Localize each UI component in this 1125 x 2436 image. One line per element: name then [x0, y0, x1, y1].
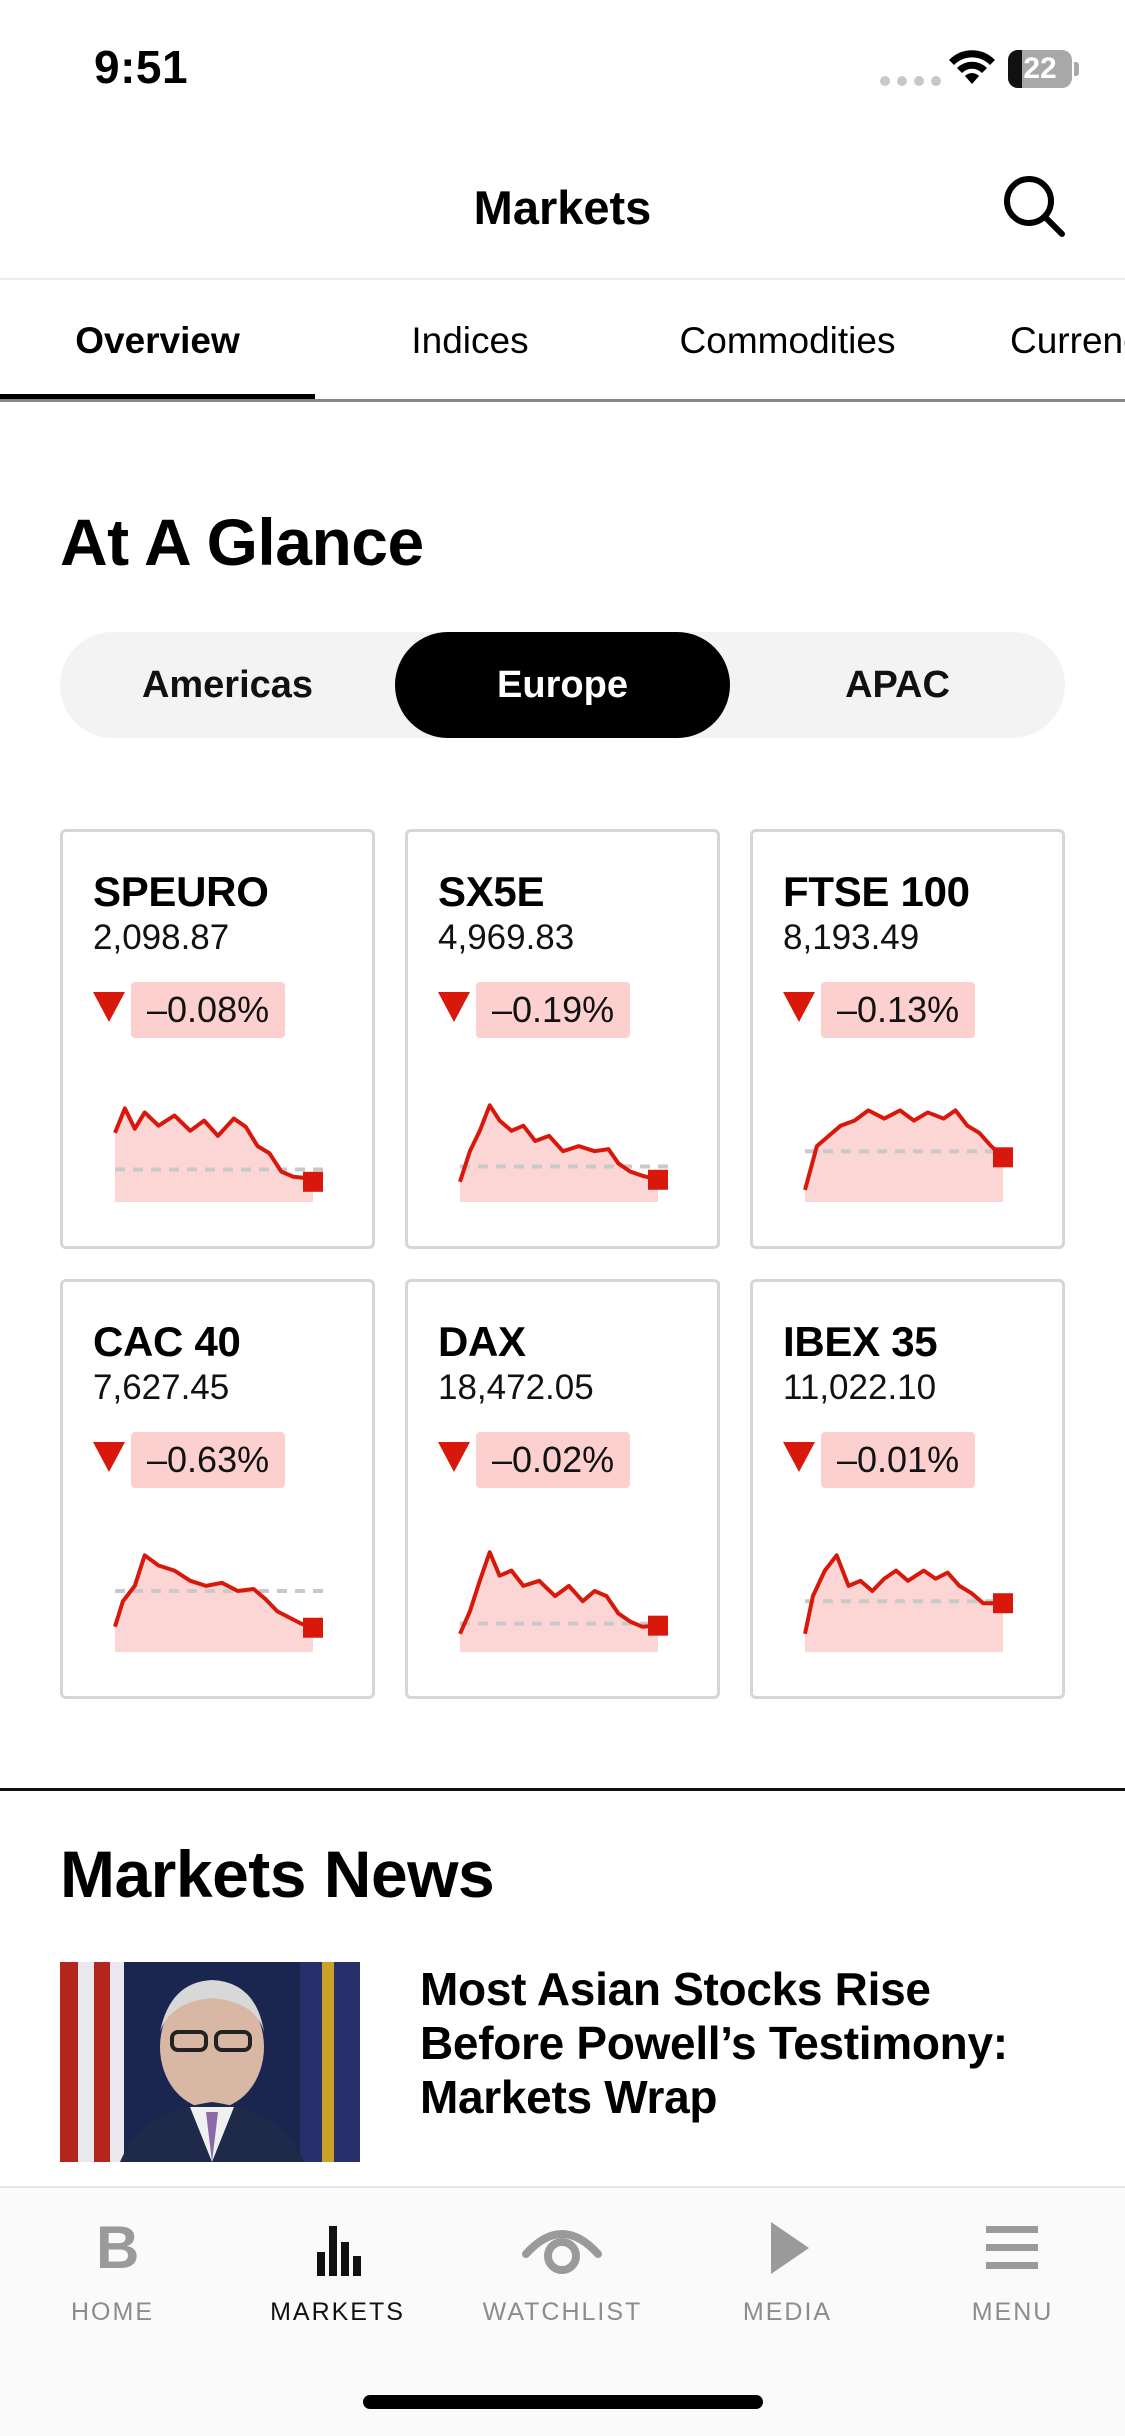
sparkline-area — [805, 1110, 1003, 1202]
at-a-glance-heading: At A Glance — [60, 505, 424, 579]
sparkline-last-point — [648, 1169, 668, 1190]
down-arrow-icon — [93, 1442, 125, 1472]
nav-label: MARKETS — [270, 2298, 405, 2326]
nav-label: HOME — [71, 2298, 154, 2326]
region-apac-button[interactable]: APAC — [845, 664, 950, 706]
index-price: 4,969.83 — [438, 918, 575, 957]
menu-icon — [986, 2226, 1038, 2269]
index-card-sx5e[interactable]: SX5E 4,969.83 –0.19% — [405, 829, 720, 1249]
nav-label: WATCHLIST — [482, 2298, 643, 2326]
section-divider — [0, 1788, 1125, 1791]
news-headline[interactable]: Most Asian Stocks Rise Before Powell’s T… — [420, 1963, 1008, 2123]
nav-label: MEDIA — [742, 2298, 833, 2326]
index-symbol: DAX — [438, 1318, 526, 1365]
play-icon — [771, 2222, 809, 2274]
down-arrow-icon — [438, 1442, 470, 1472]
nav-watchlist[interactable]: WATCHLIST — [450, 2188, 675, 2338]
sparkline-last-point — [648, 1615, 668, 1636]
index-price: 7,627.45 — [93, 1368, 230, 1407]
index-symbol: IBEX 35 — [783, 1318, 938, 1365]
index-symbol: FTSE 100 — [783, 868, 970, 915]
battery-icon: 22 — [1008, 50, 1079, 88]
app-header: Markets — [0, 150, 1125, 280]
sparkline-last-point — [993, 1593, 1013, 1614]
search-button[interactable] — [998, 170, 1070, 242]
status-bar: 9:51 22 — [0, 0, 1125, 140]
index-card-cac-40[interactable]: CAC 40 7,627.45 –0.63% — [60, 1279, 375, 1699]
sparkline-line — [458, 1550, 659, 1635]
sparkline-chart — [458, 1550, 668, 1652]
sparkline-chart — [803, 1108, 1013, 1202]
sparkline-line — [113, 1553, 314, 1630]
sparkline-last-point — [303, 1617, 323, 1638]
index-price: 8,193.49 — [783, 918, 920, 957]
page-title: Markets — [473, 181, 652, 234]
down-arrow-icon — [438, 992, 470, 1022]
search-icon — [1004, 176, 1065, 237]
news-thumbnail[interactable] — [60, 1962, 360, 2162]
index-card-ftse-100[interactable]: FTSE 100 8,193.49 –0.13% — [750, 829, 1065, 1249]
region-americas-button[interactable]: Americas — [141, 664, 314, 706]
wifi-icon — [949, 50, 995, 84]
nav-menu[interactable]: MENU — [900, 2188, 1125, 2338]
index-symbol: CAC 40 — [93, 1318, 241, 1365]
sparkline-area — [460, 1105, 658, 1202]
tab-overview[interactable]: Overview — [75, 320, 240, 361]
region-toggle: Americas Europe APAC — [60, 632, 1065, 738]
sparkline-area — [115, 1555, 313, 1652]
sparkline-last-point — [993, 1147, 1013, 1168]
tab-currencies[interactable]: Currencies — [1010, 320, 1125, 361]
sparkline-area — [805, 1555, 1003, 1652]
svg-text:B: B — [96, 2214, 139, 2281]
index-price: 11,022.10 — [783, 1368, 937, 1407]
index-change-badge: –0.13% — [821, 982, 976, 1038]
sparkline-line — [803, 1553, 1003, 1635]
tab-commodities[interactable]: Commodities — [679, 320, 896, 361]
nav-media[interactable]: MEDIA — [675, 2188, 900, 2338]
markets-news-heading: Markets News — [60, 1837, 495, 1911]
battery-level: 22 — [1023, 52, 1057, 85]
sparkline-last-point — [303, 1171, 323, 1192]
sparkline-area — [460, 1552, 658, 1652]
index-card-speuro[interactable]: SPEURO 2,098.87 –0.08% — [60, 829, 375, 1249]
index-price: 2,098.87 — [93, 918, 230, 957]
status-time: 9:51 — [94, 41, 189, 93]
sparkline-chart — [113, 1553, 323, 1652]
index-change-badge: –0.01% — [821, 1432, 976, 1488]
sparkline-line — [458, 1103, 659, 1183]
cellular-signal-icon — [880, 76, 941, 86]
bar-chart-icon — [317, 2226, 361, 2276]
nav-markets[interactable]: MARKETS — [225, 2188, 450, 2338]
index-change-badge: –0.63% — [131, 1432, 286, 1488]
sparkline-chart — [113, 1106, 323, 1202]
index-change-badge: –0.02% — [476, 1432, 631, 1488]
market-tabs: Overview Indices Commodities Currencies — [0, 282, 1125, 402]
nav-home[interactable]: B HOME — [0, 2188, 225, 2338]
index-symbol: SX5E — [438, 868, 545, 915]
down-arrow-icon — [783, 1442, 815, 1472]
region-europe-button[interactable]: Europe — [395, 632, 730, 738]
index-card-dax[interactable]: DAX 18,472.05 –0.02% — [405, 1279, 720, 1699]
index-card-ibex-35[interactable]: IBEX 35 11,022.10 –0.01% — [750, 1279, 1065, 1699]
home-b-icon: B — [96, 2214, 139, 2281]
bottom-tab-bar: B HOME MARKETS WATCHLIST MEDIA MENU — [0, 2186, 1125, 2436]
index-symbol: SPEURO — [93, 868, 269, 915]
nav-label: MENU — [971, 2298, 1054, 2326]
tab-active-indicator — [0, 394, 315, 399]
news-photo-image — [60, 1962, 360, 2162]
index-price: 18,472.05 — [438, 1368, 594, 1407]
down-arrow-icon — [93, 992, 125, 1022]
sparkline-area — [115, 1108, 313, 1202]
home-indicator — [363, 2395, 763, 2409]
eye-icon — [522, 2230, 602, 2274]
index-change-badge: –0.08% — [131, 982, 286, 1038]
tab-indices[interactable]: Indices — [411, 320, 529, 361]
sparkline-chart — [458, 1103, 668, 1202]
down-arrow-icon — [783, 992, 815, 1022]
sparkline-line — [113, 1106, 314, 1184]
sparkline-chart — [803, 1553, 1013, 1652]
sparkline-line — [803, 1108, 1005, 1191]
index-change-badge: –0.19% — [476, 982, 631, 1038]
